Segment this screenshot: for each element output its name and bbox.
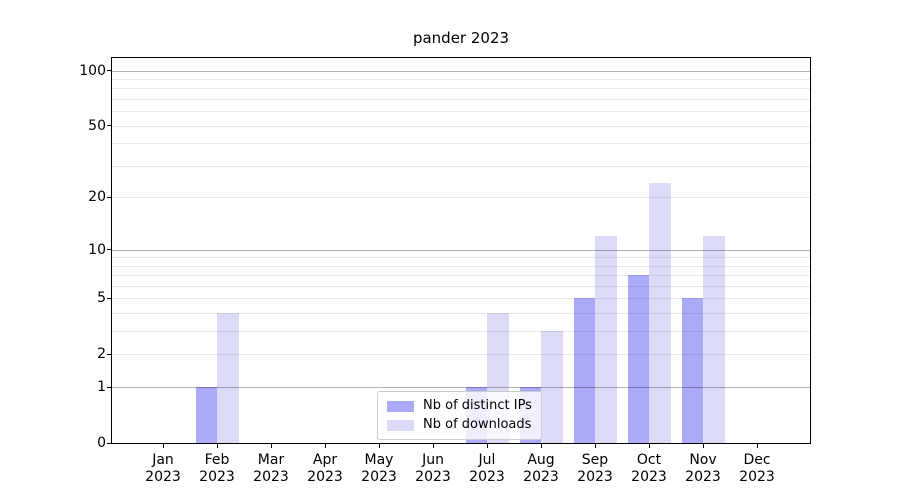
y-tick xyxy=(107,125,111,127)
x-tick-label: Sep 2023 xyxy=(577,452,613,485)
x-tick xyxy=(270,444,272,448)
bar-distinct-ips-feb xyxy=(195,387,217,443)
x-tick xyxy=(378,444,380,448)
bar-downloads-oct xyxy=(649,183,671,443)
y-tick xyxy=(107,353,111,355)
gridline-minor xyxy=(112,143,810,145)
bar-downloads-aug xyxy=(541,331,563,443)
x-tick xyxy=(216,444,218,448)
gridline-minor xyxy=(112,298,810,300)
x-tick xyxy=(702,444,704,448)
gridline-minor xyxy=(112,257,810,259)
y-tick xyxy=(107,386,111,388)
y-tick xyxy=(107,442,111,444)
gridline-minor xyxy=(112,98,810,100)
x-tick-label: Feb 2023 xyxy=(199,452,235,485)
gridline-minor xyxy=(112,125,810,127)
gridline-minor xyxy=(112,285,810,287)
y-tick xyxy=(107,297,111,299)
x-tick xyxy=(432,444,434,448)
x-tick xyxy=(324,444,326,448)
bar-downloads-feb xyxy=(217,313,239,443)
x-tick xyxy=(540,444,542,448)
x-tick-label: Dec 2023 xyxy=(739,452,775,485)
bar-distinct-ips-oct xyxy=(627,275,649,443)
x-tick-label: Jun 2023 xyxy=(415,452,451,485)
y-tick-label: 0 xyxy=(97,435,106,451)
x-tick-label: Mar 2023 xyxy=(253,452,289,485)
y-tick-label: 50 xyxy=(88,117,106,134)
gridline-major xyxy=(112,249,810,251)
x-tick xyxy=(648,444,650,448)
legend-swatch-distinct-ips-icon xyxy=(387,400,414,412)
legend-swatch-downloads-icon xyxy=(387,419,414,431)
gridline-minor xyxy=(112,165,810,167)
gridline-minor xyxy=(112,111,810,113)
y-tick-label: 100 xyxy=(79,62,106,79)
x-tick xyxy=(594,444,596,448)
bar-distinct-ips-nov xyxy=(681,298,703,443)
y-tick-label: 2 xyxy=(97,346,106,363)
y-tick xyxy=(107,70,111,71)
legend-item-distinct-ips: Nb of distinct IPs xyxy=(387,398,532,414)
x-tick-label: Jul 2023 xyxy=(469,452,505,485)
legend-item-downloads: Nb of downloads xyxy=(387,417,532,433)
gridline-major xyxy=(112,70,810,72)
gridline-minor xyxy=(112,265,810,267)
y-tick xyxy=(107,196,111,198)
x-tick-label: Jan 2023 xyxy=(145,452,181,485)
gridline-minor xyxy=(112,331,810,333)
y-tick xyxy=(107,249,111,250)
legend: Nb of distinct IPs Nb of downloads xyxy=(377,391,542,440)
y-tick-label: 20 xyxy=(88,189,106,206)
x-tick xyxy=(756,444,758,448)
gridline-minor xyxy=(112,313,810,315)
y-tick-label: 5 xyxy=(97,290,106,307)
gridline-major xyxy=(112,387,810,389)
x-tick xyxy=(486,444,488,448)
x-tick-label: Oct 2023 xyxy=(631,452,667,485)
legend-label-distinct-ips: Nb of distinct IPs xyxy=(423,398,532,413)
y-tick-label: 10 xyxy=(88,241,106,258)
x-tick xyxy=(162,444,164,448)
chart-title: pander 2023 xyxy=(412,29,510,47)
bar-downloads-nov xyxy=(703,235,725,443)
x-tick-label: Apr 2023 xyxy=(307,452,343,485)
bar-downloads-sep xyxy=(595,235,617,443)
legend-label-downloads: Nb of downloads xyxy=(423,417,532,432)
gridline-minor xyxy=(112,88,810,90)
gridline-minor xyxy=(112,275,810,277)
x-tick-label: May 2023 xyxy=(361,452,397,485)
plot-area: Nb of distinct IPs Nb of downloads xyxy=(111,57,811,444)
x-tick-label: Aug 2023 xyxy=(523,452,559,485)
y-tick-label: 1 xyxy=(97,379,106,396)
gridline-minor xyxy=(112,354,810,356)
x-tick-label: Nov 2023 xyxy=(685,452,721,485)
gridline-minor xyxy=(112,78,810,80)
bar-distinct-ips-sep xyxy=(573,298,595,443)
gridline-minor xyxy=(112,197,810,199)
